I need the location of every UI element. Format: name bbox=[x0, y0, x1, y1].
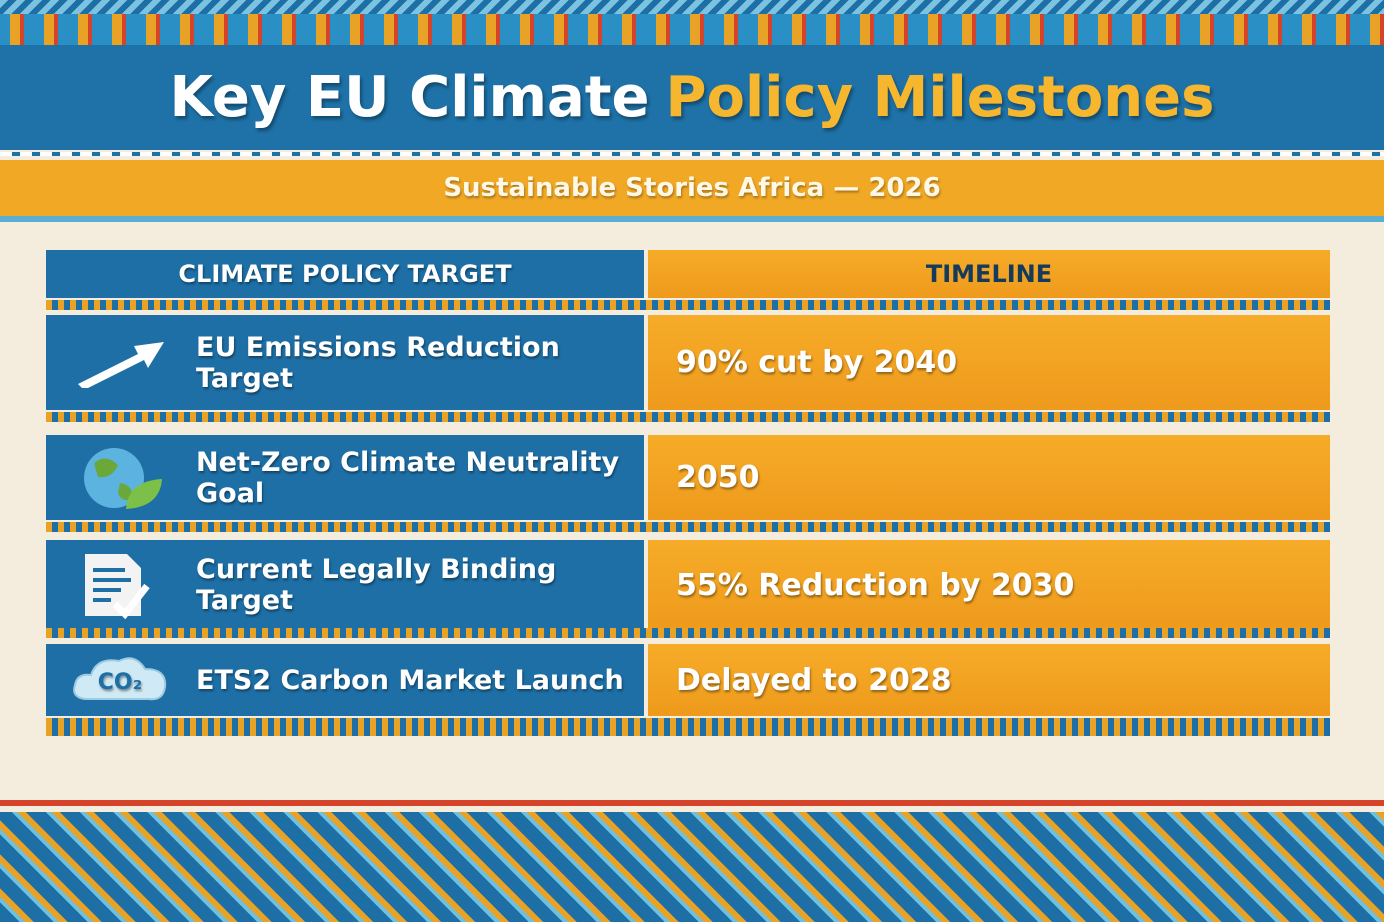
header-row: CLIMATE POLICY TARGET TIMELINE bbox=[46, 250, 1330, 298]
co2-icon: CO₂ bbox=[73, 657, 167, 701]
cell: Delayed to 2028 bbox=[648, 644, 1330, 716]
trim bbox=[46, 628, 1330, 638]
table-row: Net-Zero Climate Neutrality Goal 2050 bbox=[46, 435, 1330, 520]
icon bbox=[46, 550, 196, 620]
cell: Current Legally Binding Target bbox=[46, 540, 644, 630]
target: Current Legally Binding Target bbox=[196, 554, 557, 616]
cell: 2050 bbox=[648, 435, 1330, 520]
table-row: CO₂ ETS2 Carbon Market Launch Delayed to… bbox=[46, 644, 1330, 716]
arrow-icon bbox=[78, 341, 164, 388]
icon bbox=[46, 443, 196, 513]
target: ETS2 Carbon Market Launch bbox=[196, 664, 624, 696]
icon: CO₂ bbox=[46, 653, 196, 707]
header-cell: CLIMATE POLICY TARGET bbox=[46, 250, 644, 298]
title: Key EU Climate bbox=[169, 65, 650, 130]
cell: Net-Zero Climate Neutrality Goal bbox=[46, 435, 644, 520]
cell: 55% Reduction by 2030 bbox=[648, 540, 1330, 630]
target: Net-Zero Climate Neutrality Goal bbox=[196, 446, 620, 509]
divider bbox=[0, 152, 1384, 156]
title-highlight: Policy Milestones bbox=[665, 65, 1215, 130]
trim bbox=[46, 718, 1330, 736]
subtitle-band: Sustainable Stories Africa — 2026 bbox=[0, 160, 1384, 222]
timeline: 90% cut by 2040 bbox=[676, 345, 958, 380]
icon-label: CO₂ bbox=[98, 670, 142, 695]
subtitle: Sustainable Stories Africa — 2026 bbox=[443, 173, 941, 203]
trim bbox=[46, 522, 1330, 532]
border-pattern bbox=[0, 0, 1384, 14]
table-row: EU Emissions Reduction Target 90% cut by… bbox=[46, 315, 1330, 410]
globe-icon bbox=[84, 447, 162, 509]
cell: CO₂ ETS2 Carbon Market Launch bbox=[46, 644, 644, 716]
timeline: Delayed to 2028 bbox=[676, 662, 952, 698]
border-pattern bbox=[0, 812, 1384, 922]
cell: 90% cut by 2040 bbox=[648, 315, 1330, 410]
trim bbox=[46, 412, 1330, 422]
table-row: Current Legally Binding Target 55% Reduc… bbox=[46, 540, 1330, 630]
title-band: Key EU Climate Policy Milestones bbox=[0, 45, 1384, 150]
header-cell: TIMELINE bbox=[648, 250, 1330, 298]
cell: EU Emissions Reduction Target bbox=[46, 315, 644, 410]
border-line bbox=[0, 800, 1384, 806]
document-icon bbox=[85, 554, 150, 620]
target: EU Emissions Reduction Target bbox=[196, 331, 560, 394]
timeline: 55% Reduction by 2030 bbox=[676, 567, 1075, 603]
trim bbox=[46, 300, 1330, 310]
timeline: 2050 bbox=[676, 460, 760, 495]
icon bbox=[46, 338, 196, 388]
